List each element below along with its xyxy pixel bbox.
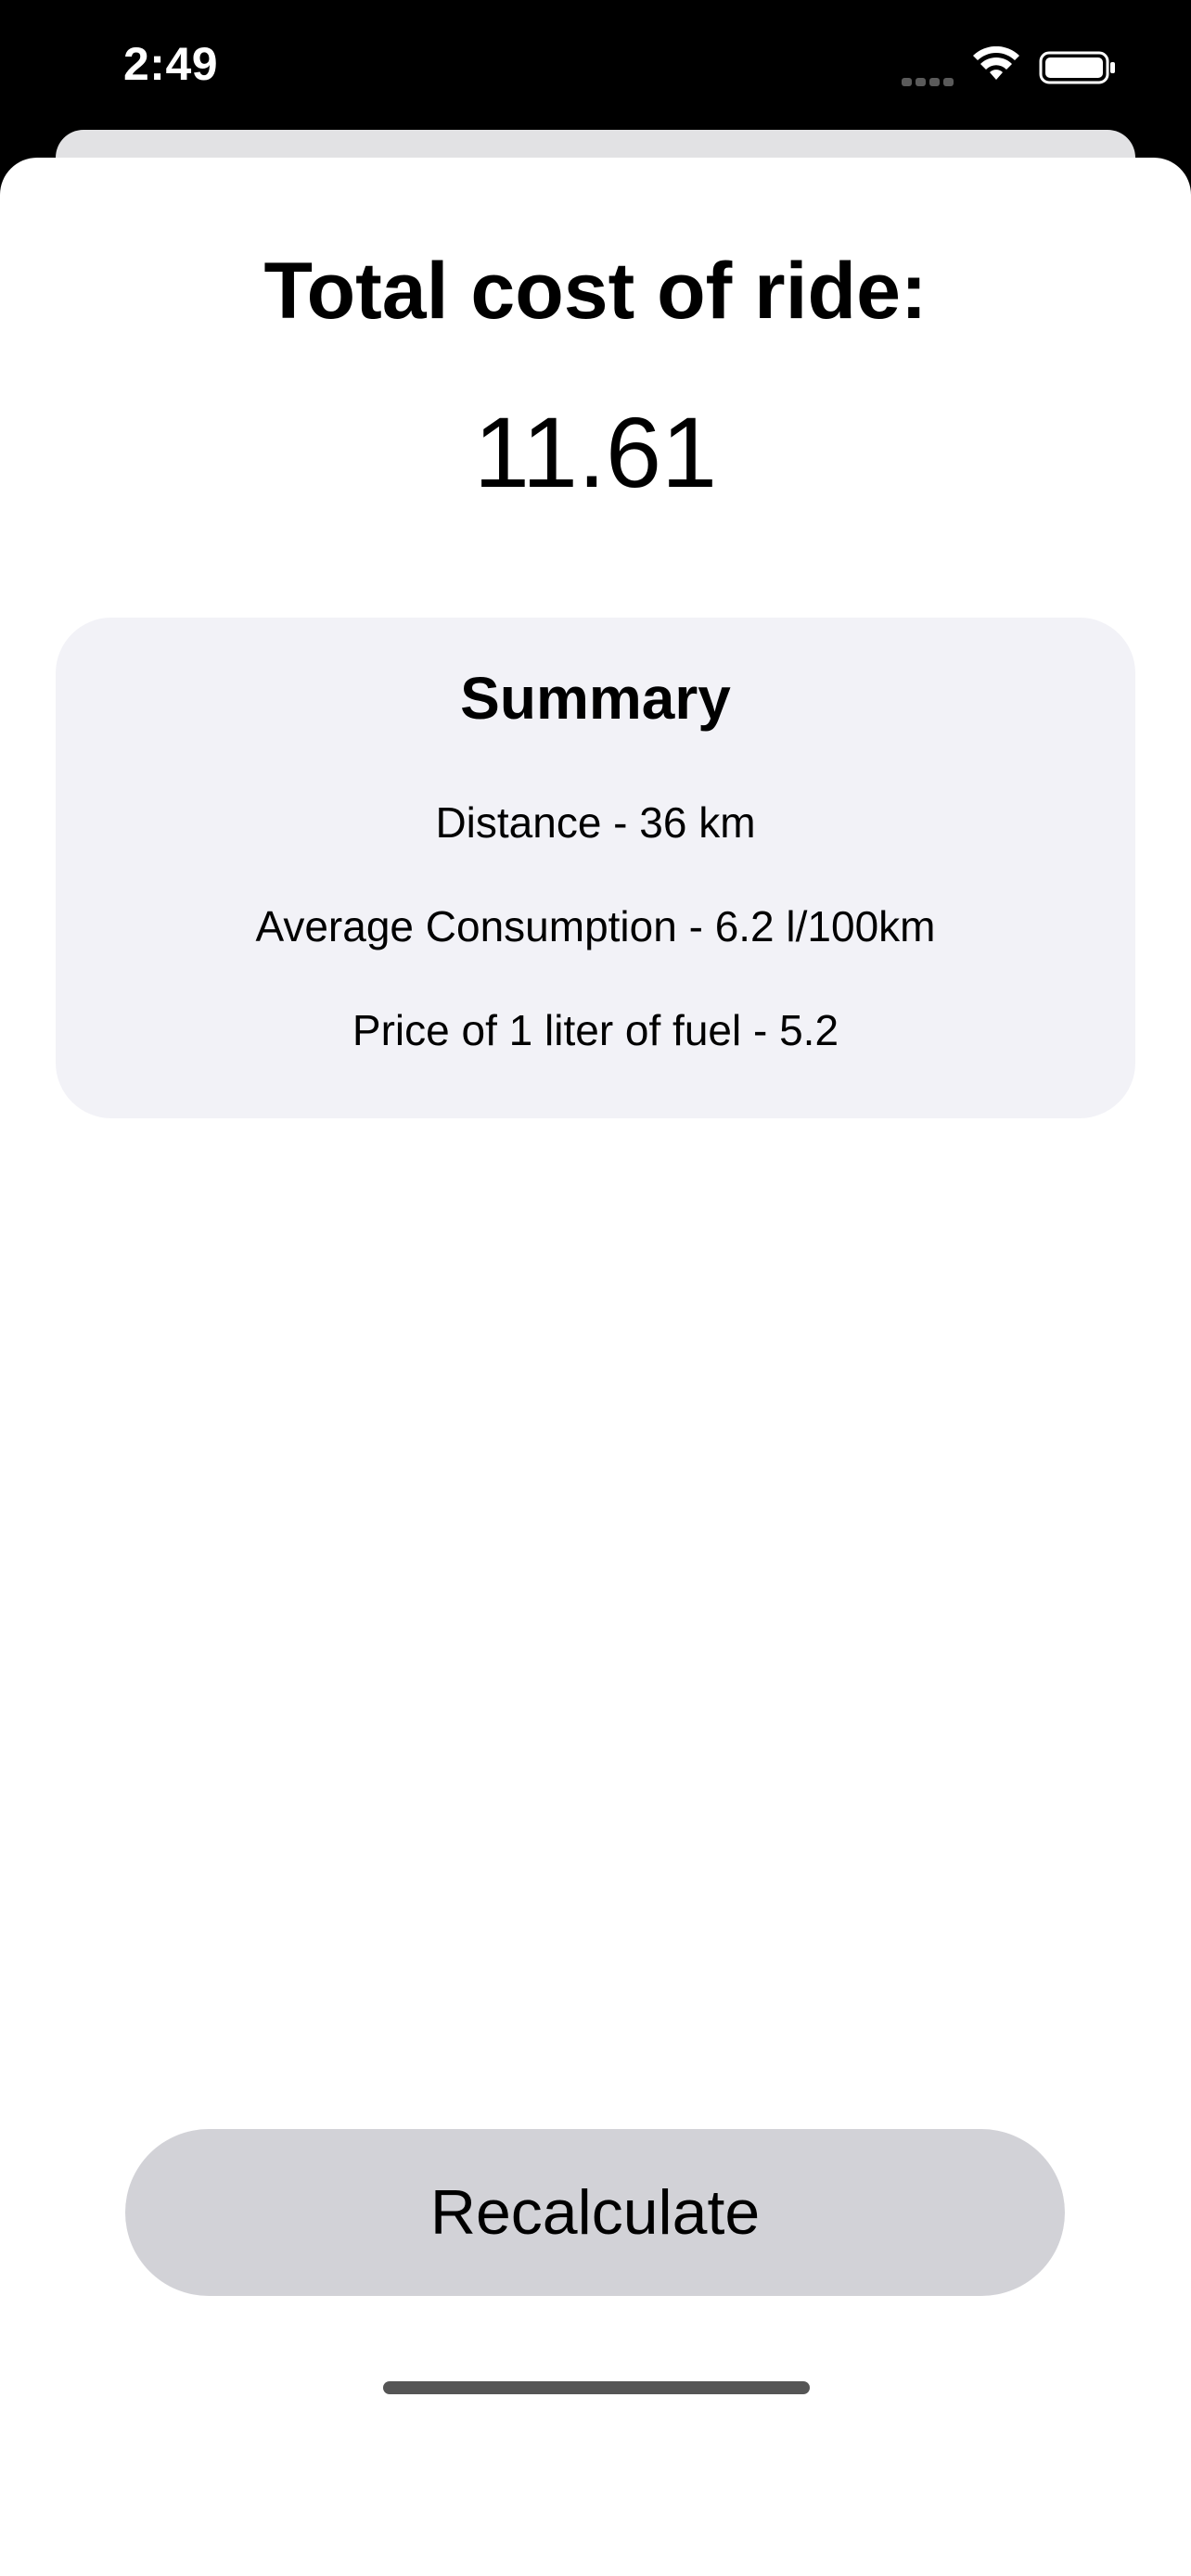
home-indicator xyxy=(383,2381,810,2394)
summary-distance: Distance - 36 km xyxy=(435,798,756,847)
total-cost-title: Total cost of ride: xyxy=(263,247,928,336)
status-time: 2:49 xyxy=(123,38,219,90)
summary-average-consumption: Average Consumption - 6.2 l/100km xyxy=(255,902,936,950)
wifi-icon xyxy=(973,46,1019,80)
summary-title: Summary xyxy=(460,665,731,732)
summary-fuel-price: Price of 1 liter of fuel - 5.2 xyxy=(352,1006,839,1054)
summary-card: Summary Distance - 36 km Average Consump… xyxy=(56,618,1135,1118)
cellular-signal-icon xyxy=(902,74,957,86)
status-bar: 2:49 xyxy=(0,0,1191,139)
recalculate-button[interactable]: Recalculate xyxy=(125,2129,1065,2296)
total-cost-value: 11.61 xyxy=(473,396,718,508)
battery-icon xyxy=(1039,51,1115,84)
